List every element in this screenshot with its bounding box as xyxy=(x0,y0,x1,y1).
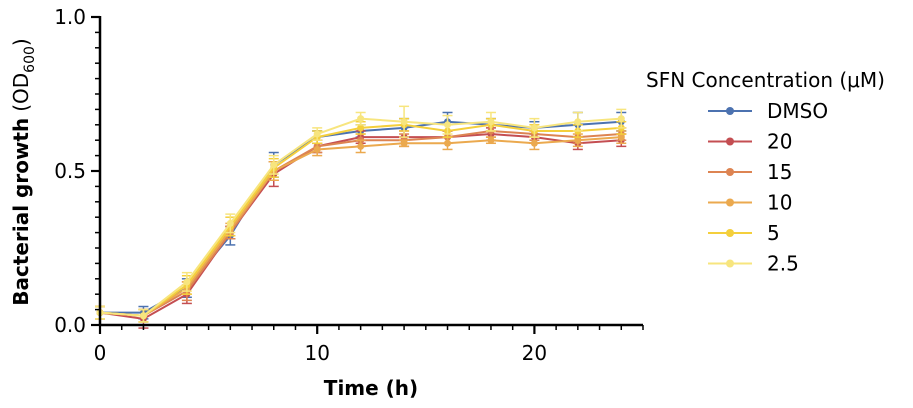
legend-item: DMSO xyxy=(708,99,828,123)
legend-item: 5 xyxy=(708,221,780,245)
data-point xyxy=(574,136,582,144)
ticks-layer: 0 10 20 0.0 0.5 1.0 xyxy=(54,5,644,365)
legend-label: 2.5 xyxy=(767,252,799,276)
data-point xyxy=(444,121,452,129)
y-axis-label-unit-sub: 600 xyxy=(22,46,38,73)
legend-label: DMSO xyxy=(767,99,828,123)
x-axis-label: Time (h) xyxy=(324,376,418,400)
legend-swatch-marker xyxy=(726,107,734,115)
legend-item: 15 xyxy=(708,160,792,184)
legend-title: SFN Concentration (μM) xyxy=(646,68,885,92)
data-point xyxy=(487,136,495,144)
y-axis-label-main: Bacterial growth xyxy=(9,118,33,306)
axes-layer xyxy=(98,16,643,327)
y-axis-label-unit-close: ) xyxy=(9,38,33,46)
series-line xyxy=(99,123,622,317)
y-tick-label: 0.5 xyxy=(54,159,86,183)
data-point xyxy=(270,161,278,169)
data-point xyxy=(357,115,365,123)
legend-label: 15 xyxy=(767,160,792,184)
x-tick-label: 20 xyxy=(522,341,547,365)
data-point xyxy=(226,219,234,227)
legend-item: 10 xyxy=(708,191,792,215)
legend-label: 20 xyxy=(767,130,792,154)
legend-swatch-marker xyxy=(726,198,734,207)
series-layer xyxy=(95,105,627,329)
legend: DMSO 20 15 10 5 2.5 xyxy=(708,99,828,276)
legend-swatch-marker xyxy=(726,168,734,176)
legend-label: 5 xyxy=(767,221,780,245)
legend-swatch-marker xyxy=(726,259,734,268)
legend-item: 20 xyxy=(708,130,792,154)
x-tick-label: 10 xyxy=(304,341,329,365)
data-point xyxy=(313,145,321,153)
data-point xyxy=(530,139,538,147)
data-point xyxy=(357,124,365,132)
y-tick-label: 0.0 xyxy=(54,313,86,337)
data-point xyxy=(400,139,408,147)
y-tick-label: 1.0 xyxy=(54,5,86,29)
y-axis-label-unit: (OD xyxy=(9,73,33,112)
data-point xyxy=(574,118,582,126)
legend-label: 10 xyxy=(767,191,792,215)
y-axis-label: Bacterial growth (OD600) xyxy=(9,38,38,305)
data-point xyxy=(313,130,321,138)
data-point xyxy=(617,115,625,123)
legend-swatch-marker xyxy=(726,137,734,146)
data-point xyxy=(183,278,191,286)
legend-swatch-marker xyxy=(726,229,734,237)
data-point xyxy=(400,118,408,126)
x-tick-label: 0 xyxy=(94,341,107,365)
data-point xyxy=(357,142,365,150)
data-point xyxy=(139,312,147,320)
data-point xyxy=(487,118,495,126)
data-point xyxy=(444,139,452,147)
legend-item: 2.5 xyxy=(708,252,799,276)
series-2.5 xyxy=(95,105,627,323)
data-point xyxy=(617,133,625,141)
data-point xyxy=(530,124,538,132)
